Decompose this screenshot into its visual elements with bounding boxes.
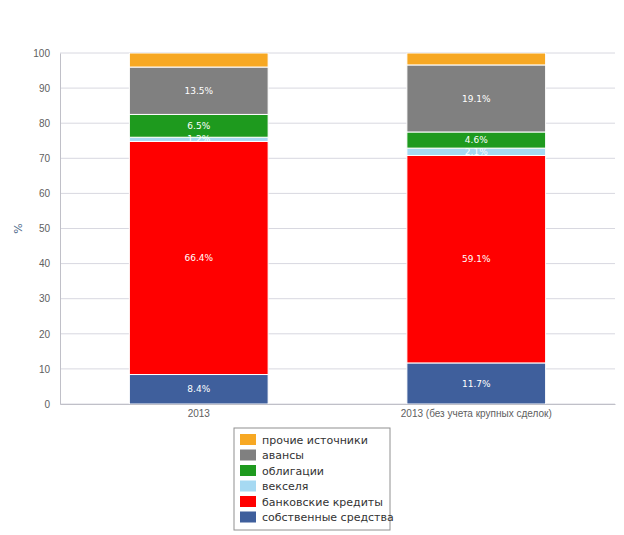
legend-swatch	[240, 465, 256, 476]
bar-segment	[407, 363, 546, 404]
bar-segment	[129, 53, 268, 67]
bar-segment	[129, 141, 268, 374]
y-tick-label: 40	[39, 258, 51, 269]
legend-label: векселя	[262, 480, 308, 493]
y-tick: 80	[39, 118, 60, 129]
y-tick-label: 80	[39, 118, 51, 129]
bar-segment	[407, 132, 546, 148]
data-label: 1.2%	[187, 134, 210, 144]
y-tick-label: 70	[39, 153, 51, 164]
bar-segment	[129, 67, 268, 114]
legend-swatch	[240, 512, 256, 523]
bar-segment	[129, 375, 268, 404]
data-label: 19.1%	[462, 94, 491, 104]
series	[129, 141, 545, 374]
y-tick: 50	[39, 223, 60, 234]
data-label: 66.4%	[184, 253, 213, 263]
y-tick-label: 20	[39, 329, 51, 340]
x-tick-label: 2013 (без учета крупных сделок)	[401, 408, 552, 419]
y-tick: 40	[39, 258, 60, 269]
bar-segment	[407, 155, 546, 362]
data-label: 59.1%	[462, 254, 491, 264]
y-tick: 10	[39, 364, 60, 375]
y-tick: 0	[44, 399, 60, 410]
y-tick-label: 0	[44, 399, 50, 410]
bar-segment	[407, 65, 546, 132]
chart: 0 10 20 30 40 50 60 70 80 90 100 2013 2013 (без учет…	[0, 0, 624, 535]
series	[129, 65, 545, 132]
bar-segment	[407, 53, 546, 65]
legend-label: банковские кредиты	[262, 496, 383, 509]
y-tick-label: 90	[39, 83, 51, 94]
data-label: 8.4%	[187, 384, 210, 394]
y-tick-label: 10	[39, 364, 51, 375]
y-tick: 90	[39, 83, 60, 94]
y-tick-label: 30	[39, 293, 51, 304]
data-label: 4.6%	[465, 135, 488, 145]
series	[129, 53, 545, 67]
y-axis: 0 10 20 30 40 50 60 70 80 90 100	[33, 48, 60, 410]
data-label: 13.5%	[184, 86, 213, 96]
y-tick: 30	[39, 293, 60, 304]
y-tick: 60	[39, 188, 60, 199]
legend-swatch	[240, 450, 256, 461]
legend-label: собственные средства	[262, 511, 394, 524]
x-tick: 2013 (без учета крупных сделок)	[401, 404, 552, 419]
legend-swatch	[240, 496, 256, 507]
legend-swatch	[240, 481, 256, 492]
x-axis: 2013 2013 (без учета крупных сделок)	[61, 404, 616, 419]
grid	[60, 53, 615, 404]
y-tick: 100	[33, 48, 60, 59]
data-labels: 8.4% 11.7% 66.4% 59.1% 1.2% 2.1% 6.5% 4.6% 13.5%…	[184, 86, 491, 395]
data-label: 6.5%	[187, 121, 210, 131]
legend-label: прочие источники	[262, 434, 368, 447]
data-label: 11.7%	[462, 379, 491, 389]
legend-label: облигации	[262, 465, 324, 478]
y-tick: 20	[39, 329, 60, 340]
y-tick-label: 60	[39, 188, 51, 199]
legend-label: авансы	[262, 449, 304, 462]
plot: 0 10 20 30 40 50 60 70 80 90 100 2013 2013 (без учет…	[33, 48, 615, 419]
data-label: 2.1%	[465, 147, 488, 157]
x-tick: 2013	[188, 404, 211, 419]
x-tick-label: 2013	[188, 408, 211, 419]
y-axis-line	[60, 54, 61, 405]
legend: прочие источники авансы облигации векселя ба…	[234, 428, 394, 530]
y-tick-label: 100	[33, 48, 50, 59]
y-tick: 70	[39, 153, 60, 164]
y-axis-title: %	[12, 223, 25, 233]
legend-swatch	[240, 434, 256, 445]
bars	[129, 53, 545, 404]
x-axis-line	[61, 404, 616, 405]
y-tick-label: 50	[39, 223, 51, 234]
